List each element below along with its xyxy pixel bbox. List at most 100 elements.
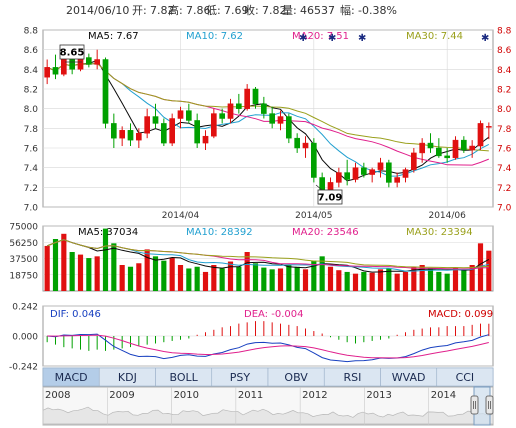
volume-bar [86,258,92,291]
candle [202,130,209,150]
volume-bars [44,228,492,291]
volume-bar [461,270,467,291]
y-tick-label: 7.2 [24,184,38,194]
volume-legend: MA5: 37034 MA10: 28392 MA20: 23546 MA30: 23… [78,227,473,238]
volume-bar [327,266,334,291]
volume-bar [369,272,375,291]
candle [444,148,451,163]
volume-bar [486,250,492,291]
navigator-years: 2008 2009 2010 2011 2012 2013 2014 [42,387,456,425]
candle [52,54,59,80]
candle [152,103,159,129]
volume-bar [452,267,459,291]
min-label: 7.09 [318,193,343,204]
volume-bar [336,270,342,291]
candle [94,49,101,70]
candle [211,108,217,139]
scroll-right-handle-icon[interactable] [485,395,494,415]
navigator-year: 2014 [431,390,456,401]
header-low-label: 低: [206,4,221,17]
volume-bar [319,256,325,291]
tab-cci[interactable]: CCI [436,367,494,387]
price-y-axis: 7.0 7.0 7.2 7.2 7.4 7.4 7.6 7.6 7.8 7.8 8.0 8.0 8.2 8… [24,27,512,214]
header-open-label: 开: [132,4,147,17]
tab-obv[interactable]: OBV [267,367,325,387]
candle [86,53,92,68]
tab-boll[interactable]: BOLL [155,367,213,387]
tab-macd[interactable]: MACD [42,367,100,387]
candle [394,172,401,188]
navigator-year: 2008 [45,390,70,401]
volume-bar [427,268,434,291]
candle [452,136,459,160]
y-tick-label: 8.0 [497,105,512,115]
y-tick-label: 8.2 [497,86,511,96]
tab-label: KDJ [118,371,137,384]
candle [419,138,426,163]
candlesticks [44,44,492,199]
y-tick-label: 8.8 [497,27,512,37]
y-tick-label: 7.6 [24,145,39,155]
y-tick-label: 8.6 [497,46,512,56]
volume-bar [111,243,117,291]
volume-bar [136,263,142,291]
candle [369,167,376,183]
scroll-left-handle-icon[interactable] [470,395,479,415]
legend-item: MACD: 0.099 [428,309,493,320]
x-tick-label: 2014/05 [295,211,332,221]
volume-bar [344,271,350,291]
y-tick-label: 8.4 [24,66,39,76]
tab-label: CCI [456,371,475,384]
candle [194,113,200,148]
candle [119,126,126,147]
navigator-year: 2009 [109,390,134,401]
star-marker-icon: ✱ [328,33,336,44]
tab-label: MACD [55,371,88,384]
volume-bar [261,267,267,291]
volume-bar [102,228,109,291]
y-tick-label: 0.000 [12,333,38,343]
volume-bar [444,273,450,291]
header-volume: 46537 [300,4,335,17]
tab-kdj[interactable]: KDJ [98,367,156,387]
tab-wvad[interactable]: WVAD [380,367,438,387]
header-close-label: 收: [244,3,259,17]
candle [219,108,225,124]
candle [436,138,442,158]
star-markers: ✱ ✱ ✱ ✱ [299,33,489,44]
volume-bar [211,265,217,291]
candle [144,108,150,139]
header-change-label: 幅: [340,4,355,17]
candle [252,87,259,109]
y-tick-label: -0.242 [9,363,38,373]
volume-bar [177,265,184,291]
candle [427,133,434,153]
price-legend: MA5: 7.67 MA10: 7.62 MA20: 7.51 MA30: 7.44 [88,31,463,42]
volume-bar [94,256,100,291]
legend-item: MA5: 7.67 [88,31,139,42]
legend-item: MA10: 7.62 [186,31,243,42]
header-volume-label: 量: [282,4,297,17]
volume-bar [302,269,309,291]
min-annotation: 7.09 [315,184,343,205]
legend-item: DIF: 0.046 [50,309,101,320]
volume-bar [386,268,392,291]
tab-rsi[interactable]: RSI [323,367,381,387]
macd-legend: DIF: 0.046 DEA: -0.004 MACD: 0.099 [50,309,493,320]
navigator-year: 2013 [366,390,391,401]
candle [227,98,234,124]
candle [236,93,242,114]
candle [277,110,284,131]
legend-item: MA20: 7.51 [292,31,349,42]
price-panel-frame [42,29,494,208]
x-tick-label: 2014/04 [162,211,200,221]
volume-y-axis: 18750 37500 56250 75000 [9,223,38,282]
y-tick-label: 18750 [9,271,38,281]
price-x-axis: 2014/04 2014/05 2014/06 [162,211,466,221]
header-date: 2014/06/10 [66,4,129,17]
tab-psy[interactable]: PSY [211,367,269,387]
tab-label: PSY [230,371,251,384]
volume-bar [144,249,150,291]
candle [336,167,342,188]
y-tick-label: 7.0 [497,204,512,214]
